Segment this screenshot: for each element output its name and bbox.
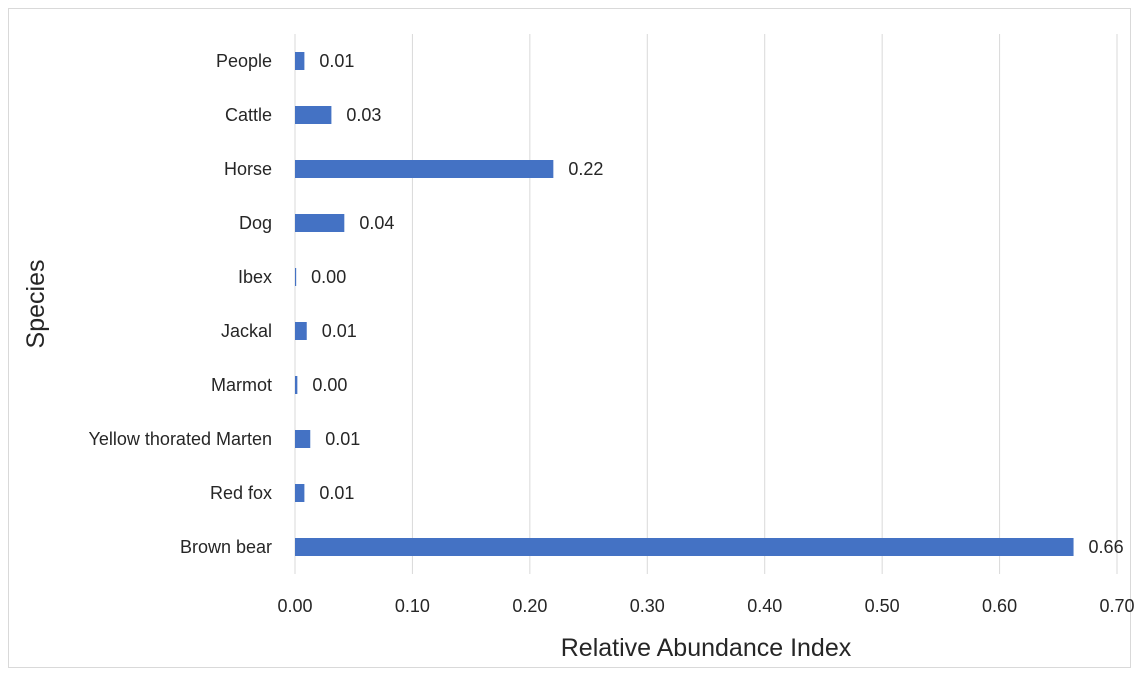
category-label: Cattle: [225, 105, 272, 125]
bar: [295, 538, 1074, 556]
data-label: 0.03: [346, 105, 381, 125]
data-labels: 0.01 0.03 0.22 0.04 0.00 0.01 0.00 0.01 0.01 0.66: [311, 51, 1123, 557]
category-label: Jackal: [221, 321, 272, 341]
data-label: 0.04: [359, 213, 394, 233]
x-tick-label: 0.50: [865, 596, 900, 616]
category-label: Dog: [239, 213, 272, 233]
category-label: Marmot: [211, 375, 272, 395]
data-label: 0.01: [322, 321, 357, 341]
gridlines: [294, 34, 1118, 574]
data-label: 0.00: [311, 267, 346, 287]
bar: [295, 484, 305, 502]
data-label: 0.66: [1089, 537, 1124, 557]
x-axis-title: Relative Abundance Index: [561, 634, 852, 662]
data-label: 0.01: [325, 429, 360, 449]
data-label: 0.00: [312, 375, 347, 395]
bar: [295, 268, 297, 286]
x-tick-label: 0.20: [512, 596, 547, 616]
x-tick-labels: 0.00 0.10 0.20 0.30 0.40 0.50 0.60 0.70: [277, 596, 1134, 616]
category-label: Ibex: [238, 267, 272, 287]
category-label: Brown bear: [180, 537, 272, 557]
category-label: People: [216, 51, 272, 71]
x-tick-label: 0.60: [982, 596, 1017, 616]
x-tick-label: 0.30: [630, 596, 665, 616]
category-label: Yellow thorated Marten: [89, 429, 272, 449]
x-tick-label: 0.70: [1099, 596, 1134, 616]
bar: [295, 214, 345, 232]
bar: [295, 52, 305, 70]
category-labels: People Cattle Horse Dog Ibex Jackal Marmot Yell…: [89, 51, 272, 557]
bar: [295, 322, 307, 340]
chart-area: [8, 8, 1131, 668]
y-axis-title: Species: [22, 260, 50, 349]
bars: [295, 52, 1074, 556]
bar: [295, 106, 332, 124]
category-label: Horse: [224, 159, 272, 179]
x-tick-label: 0.10: [395, 596, 430, 616]
category-label: Red fox: [210, 483, 272, 503]
x-tick-label: 0.40: [747, 596, 782, 616]
bar: [295, 376, 298, 394]
data-label: 0.01: [319, 483, 354, 503]
x-tick-label: 0.00: [277, 596, 312, 616]
data-label: 0.01: [319, 51, 354, 71]
bar: [295, 160, 554, 178]
data-label: 0.22: [568, 159, 603, 179]
bar: [295, 430, 311, 448]
